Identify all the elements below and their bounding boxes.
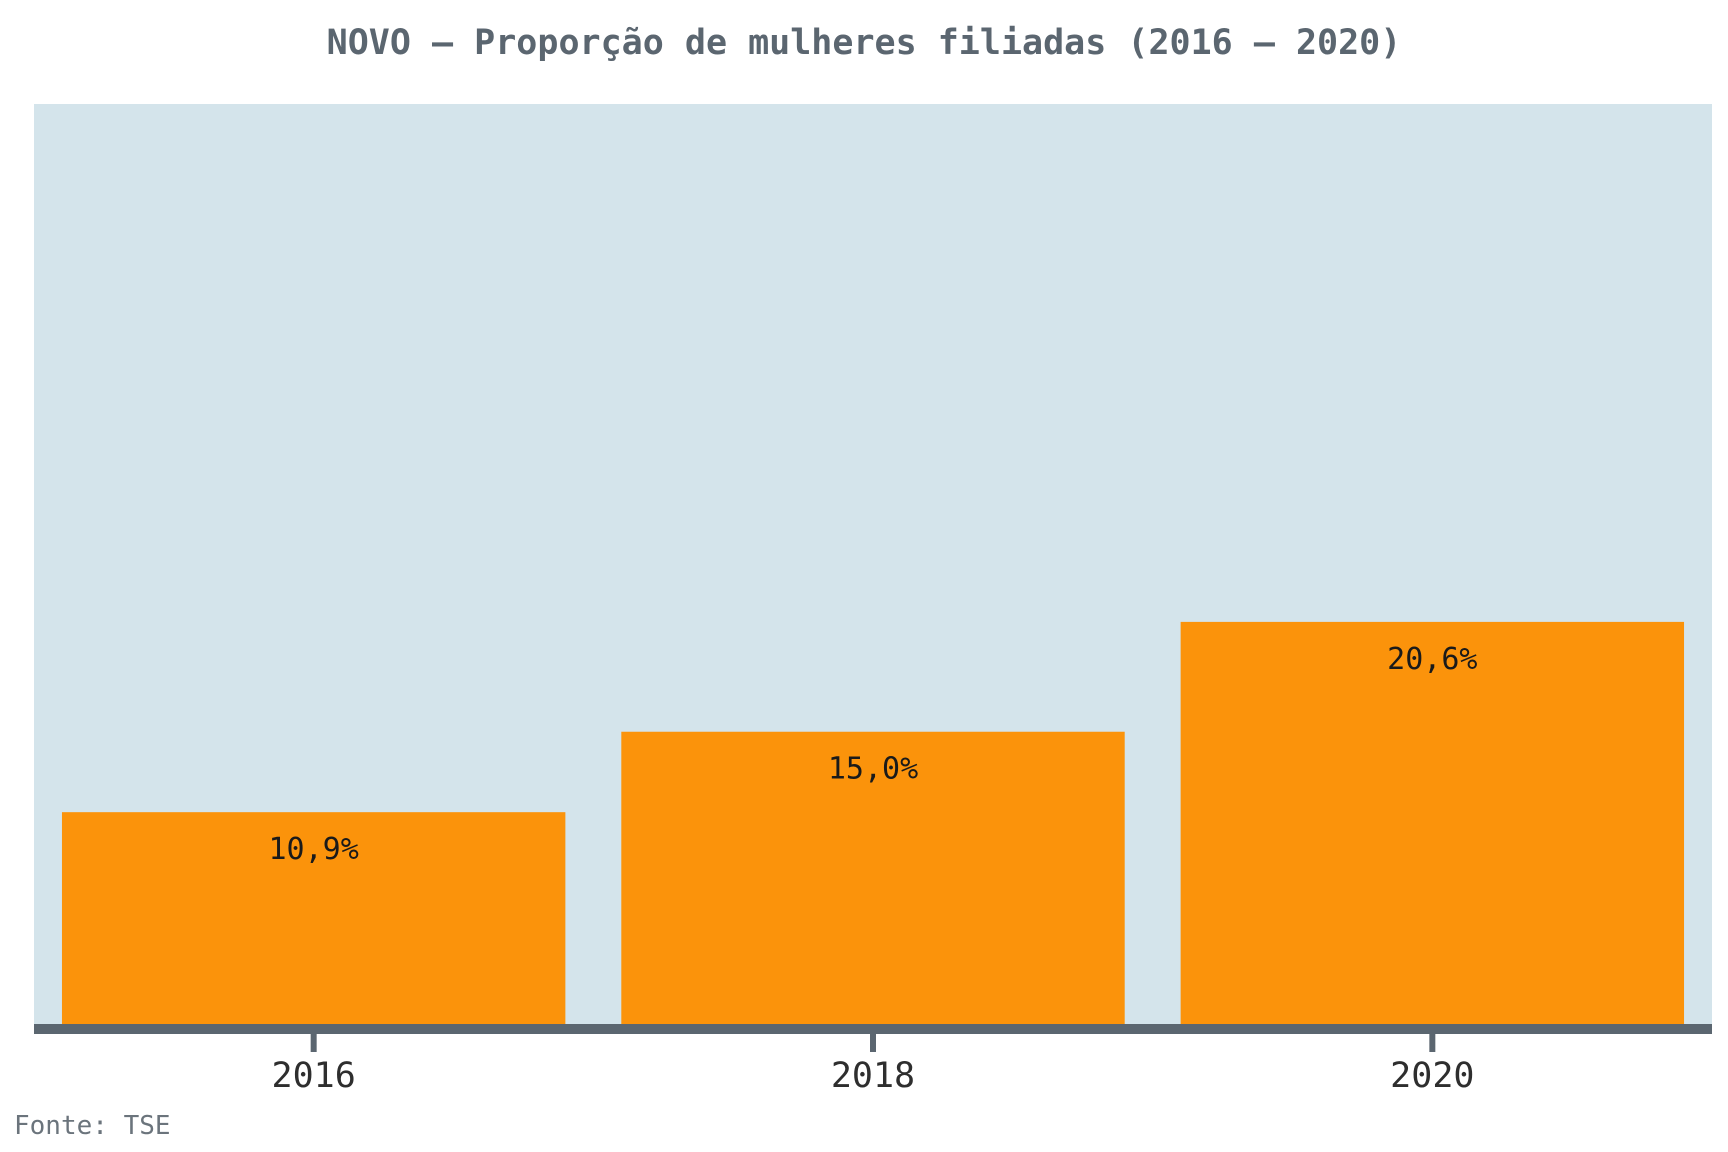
bar-2020 [1180, 621, 1685, 1026]
chart-title: NOVO – Proporção de mulheres filiadas (2… [327, 23, 1402, 63]
x-axis: 2016 2018 2020 [34, 1024, 1712, 1096]
bar-2018 [621, 731, 1125, 1026]
data-label-2020: 20,6% [1387, 642, 1477, 677]
x-tick-2020 [1429, 1032, 1436, 1052]
bar-2016 [61, 812, 566, 1026]
bars-layer: 10,9% 15,0% 20,6% [61, 621, 1685, 1026]
x-tick-label-2016: 2016 [272, 1056, 356, 1096]
x-tick-2018 [870, 1032, 876, 1052]
chart-source: Fonte: TSE [14, 1111, 171, 1141]
data-label-2016: 10,9% [269, 832, 359, 867]
x-axis-line [34, 1024, 1712, 1034]
x-tick-label-2020: 2020 [1390, 1056, 1474, 1096]
data-label-2018: 15,0% [828, 752, 918, 787]
x-tick-2016 [310, 1032, 317, 1052]
x-tick-label-2018: 2018 [831, 1056, 915, 1096]
